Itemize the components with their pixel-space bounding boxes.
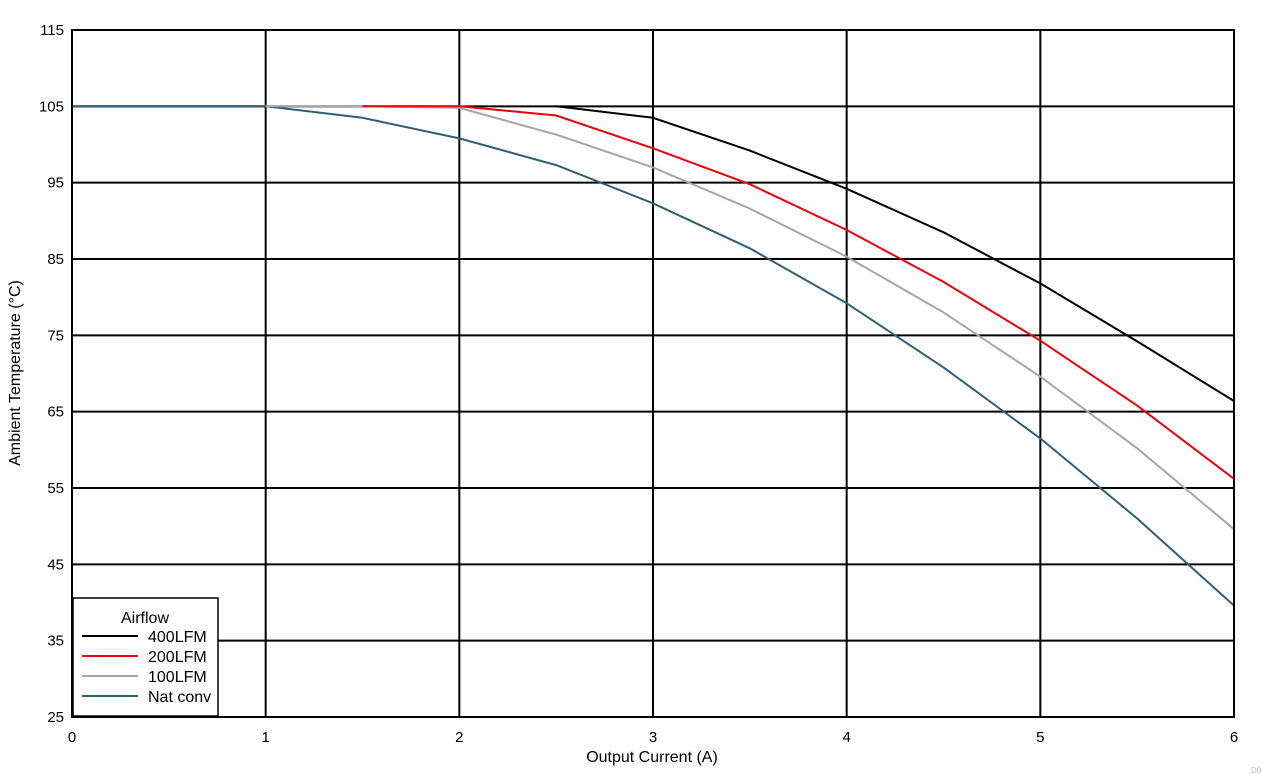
x-tick-labels: 0 1 2 3 4 5 6 bbox=[68, 729, 1238, 746]
series-lines bbox=[72, 105, 1235, 607]
legend-label: 100LFM bbox=[148, 669, 207, 686]
x-tick-label: 3 bbox=[649, 729, 657, 746]
legend: Airflow 400LFM 200LFM 100LFM Nat conv bbox=[72, 597, 219, 717]
corner-note: D0 bbox=[1251, 766, 1262, 775]
legend-label: 400LFM bbox=[148, 629, 207, 646]
y-tick-label: 25 bbox=[47, 709, 64, 726]
y-tick-labels: 25 35 45 55 65 75 85 95 105 115 bbox=[39, 22, 64, 726]
x-tick-label: 2 bbox=[455, 729, 463, 746]
plot-frame bbox=[71, 29, 1235, 718]
x-tick-label: 4 bbox=[842, 729, 850, 746]
legend-items: 400LFM 200LFM 100LFM Nat conv bbox=[82, 629, 211, 706]
series-line-100lfm bbox=[265, 105, 1235, 530]
legend-label: Nat conv bbox=[148, 689, 211, 706]
y-tick-label: 115 bbox=[40, 22, 64, 39]
y-tick-label: 65 bbox=[47, 404, 64, 421]
x-tick-label: 5 bbox=[1036, 729, 1044, 746]
y-tick-label: 75 bbox=[47, 327, 64, 344]
y-tick-label: 55 bbox=[47, 480, 64, 497]
grid-lines bbox=[71, 29, 1235, 718]
legend-title: Airflow bbox=[121, 610, 169, 627]
y-tick-label: 105 bbox=[39, 98, 64, 115]
y-tick-label: 45 bbox=[47, 556, 64, 573]
x-tick-label: 1 bbox=[261, 729, 269, 746]
x-tick-label: 6 bbox=[1230, 729, 1238, 746]
y-tick-label: 85 bbox=[47, 251, 64, 268]
y-axis-title: Ambient Temperature (°C) bbox=[7, 280, 24, 466]
y-tick-label: 35 bbox=[47, 633, 64, 650]
x-axis-title: Output Current (A) bbox=[586, 749, 718, 766]
x-tick-label: 0 bbox=[68, 729, 76, 746]
y-tick-label: 95 bbox=[47, 175, 64, 192]
legend-label: 200LFM bbox=[148, 649, 207, 666]
series-line-400lfm bbox=[556, 105, 1235, 402]
series-line-200lfm bbox=[362, 105, 1235, 480]
